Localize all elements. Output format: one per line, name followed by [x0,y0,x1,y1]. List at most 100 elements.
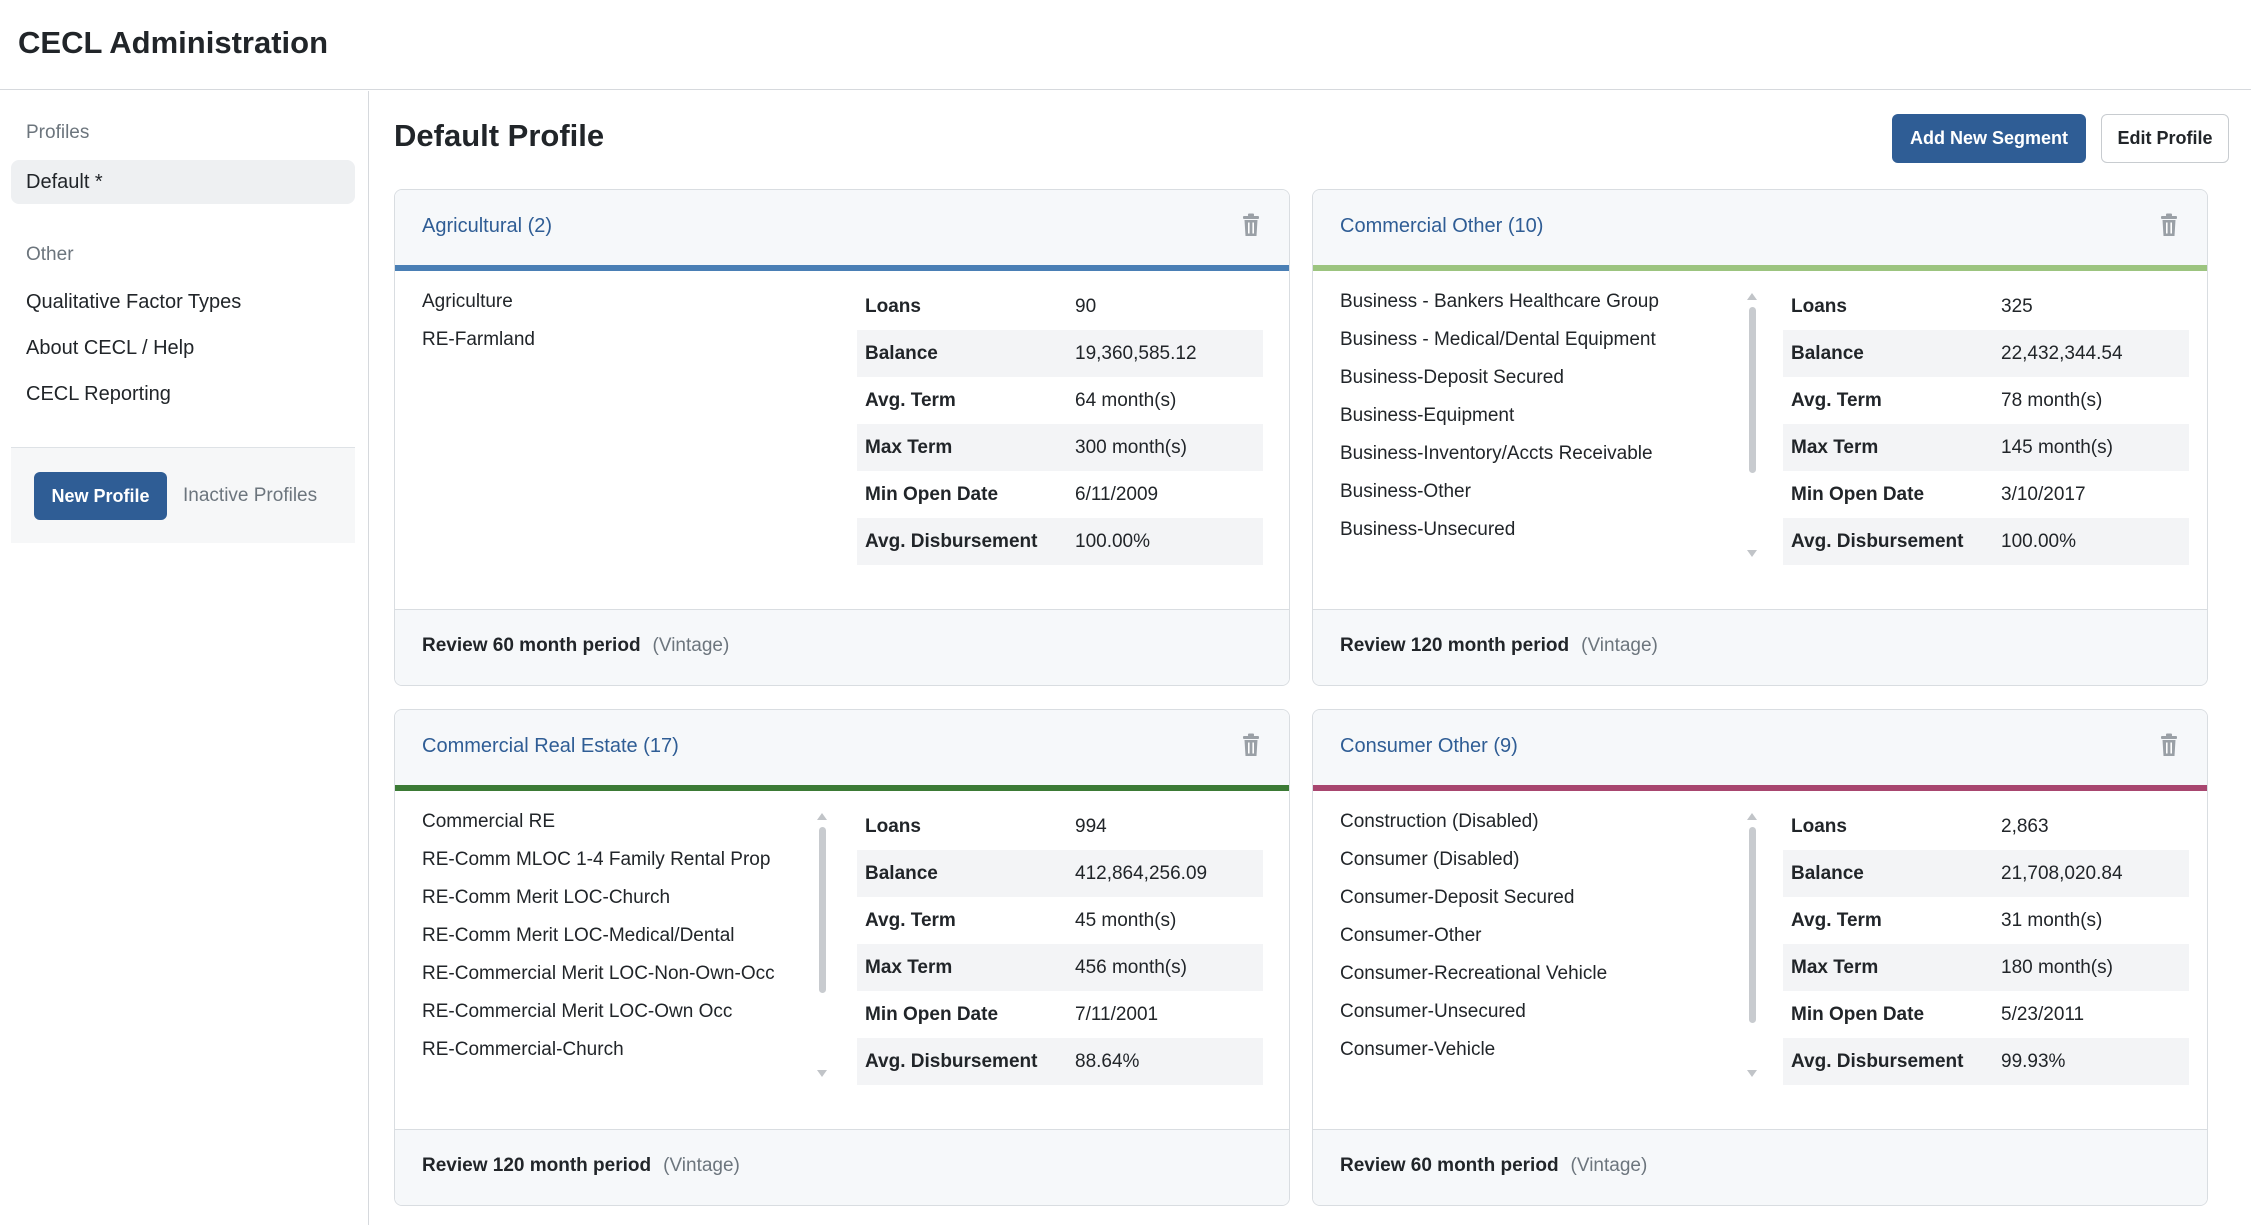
scroll-up-arrow-icon[interactable] [817,813,827,820]
card-footer: Review 60 month period (Vintage) [1313,1129,2207,1205]
stat-row-avg-term: Avg. Term 45 month(s) [857,897,1263,944]
scroll-down-arrow-icon[interactable] [1747,550,1757,557]
card-body: Business - Bankers Healthcare Group Busin… [1313,271,2207,599]
new-profile-button[interactable]: New Profile [34,472,167,520]
stat-row-avg-term: Avg. Term 78 month(s) [1783,377,2189,424]
stat-value: 2,863 [2001,816,2049,837]
stat-value: 180 month(s) [2001,957,2113,978]
segment-stats: Loans 2,863 Balance 21,708,020.84 Avg. Term 3… [1783,803,2189,1085]
sidebar: Profiles Default * Other Qualitative Fac… [0,91,369,1225]
segment-card-commercial-real-estate: Commercial Real Estate (17) Commercial RE… [394,709,1290,1206]
list-item: RE-Commercial Merit LOC-Non-Own-Occ [422,963,775,984]
stat-row-avg-disbursement: Avg. Disbursement 100.00% [857,518,1263,565]
card-header: Consumer Other (9) [1313,710,2207,791]
stat-label: Avg. Disbursement [1791,1051,1964,1072]
stat-label: Max Term [865,437,953,458]
stat-label: Balance [1791,863,1864,884]
review-method: (Vintage) [652,635,730,656]
stat-value: 456 month(s) [1075,957,1187,978]
trash-icon[interactable] [2159,733,2179,757]
list-scrollbar[interactable] [1747,813,1759,1077]
scroll-thumb[interactable] [1749,307,1756,473]
list-item: Business-Other [1340,481,1471,502]
stat-row-min-open-date: Min Open Date 3/10/2017 [1783,471,2189,518]
scroll-thumb[interactable] [819,827,826,993]
trash-icon[interactable] [1241,733,1261,757]
sidebar-item-default-profile[interactable]: Default * [11,160,355,204]
stat-value: 412,864,256.09 [1075,863,1208,884]
edit-profile-button[interactable]: Edit Profile [2101,114,2229,163]
segment-title-link[interactable]: Consumer Other (9) [1340,735,1518,757]
stat-label: Avg. Disbursement [1791,531,1964,552]
stat-value: 31 month(s) [2001,910,2103,931]
list-item: Business-Deposit Secured [1340,367,1564,388]
sidebar-footer: New Profile Inactive Profiles [11,448,355,543]
stat-label: Loans [1791,296,1847,317]
card-header: Commercial Other (10) [1313,190,2207,271]
list-item: Business-Inventory/Accts Receivable [1340,443,1653,464]
list-scrollbar[interactable] [1747,293,1759,557]
stat-row-balance: Balance 21,708,020.84 [1783,850,2189,897]
review-period-text: Review 120 month period [1340,635,1570,656]
list-scrollbar[interactable] [817,813,829,1077]
stat-label: Avg. Term [865,910,956,931]
other-heading: Other [26,244,74,265]
stat-row-balance: Balance 19,360,585.12 [857,330,1263,377]
loan-type-list: Commercial RE RE-Comm MLOC 1-4 Family Ren… [422,807,812,1073]
stat-label: Min Open Date [865,484,999,505]
stat-value: 64 month(s) [1075,390,1177,411]
stat-label: Min Open Date [1791,484,1925,505]
card-body: Agriculture RE-Farmland Loans 90 Balance 19,3… [395,271,1289,599]
scroll-up-arrow-icon[interactable] [1747,813,1757,820]
profiles-heading: Profiles [26,122,90,143]
trash-icon[interactable] [1241,213,1261,237]
segment-title-link[interactable]: Commercial Real Estate (17) [422,735,679,757]
top-bar: CECL Administration [0,0,2251,90]
stat-value: 300 month(s) [1075,437,1187,458]
review-method: (Vintage) [1570,1155,1648,1176]
segment-title-link[interactable]: Agricultural (2) [422,215,553,237]
stat-row-min-open-date: Min Open Date 6/11/2009 [857,471,1263,518]
card-header: Agricultural (2) [395,190,1289,271]
stat-row-avg-disbursement: Avg. Disbursement 100.00% [1783,518,2189,565]
sidebar-item-cecl-reporting[interactable]: CECL Reporting [26,383,171,405]
stat-row-max-term: Max Term 145 month(s) [1783,424,2189,471]
stat-label: Avg. Term [1791,910,1882,931]
card-header: Commercial Real Estate (17) [395,710,1289,791]
stat-value: 6/11/2009 [1075,484,1159,505]
stat-value: 99.93% [2001,1051,2066,1072]
list-item: Consumer-Deposit Secured [1340,887,1575,908]
page-title: Default Profile [394,118,605,153]
segment-title-link[interactable]: Commercial Other (10) [1340,215,1544,237]
list-item: RE-Comm MLOC 1-4 Family Rental Prop [422,849,771,870]
scroll-down-arrow-icon[interactable] [817,1070,827,1077]
inactive-profiles-link[interactable]: Inactive Profiles [183,485,318,506]
stat-row-max-term: Max Term 456 month(s) [857,944,1263,991]
list-item: RE-Commercial-Church [422,1039,624,1060]
stat-label: Balance [865,863,938,884]
scroll-thumb[interactable] [1749,827,1756,1023]
stat-label: Loans [865,816,921,837]
stat-value: 994 [1075,816,1107,837]
add-new-segment-button[interactable]: Add New Segment [1892,114,2086,163]
stat-label: Min Open Date [1791,1004,1925,1025]
list-item: RE-Comm Merit LOC-Church [422,887,671,908]
list-item: Consumer-Other [1340,925,1482,946]
stat-value: 90 [1075,296,1097,317]
segment-card-agricultural: Agricultural (2) Agriculture RE-Farmland Lo… [394,189,1290,686]
stat-row-loans: Loans 90 [857,283,1263,330]
sidebar-item-about-cecl-help[interactable]: About CECL / Help [26,337,195,359]
trash-icon[interactable] [2159,213,2179,237]
stat-row-loans: Loans 994 [857,803,1263,850]
scroll-up-arrow-icon[interactable] [1747,293,1757,300]
app-title: CECL Administration [18,25,329,60]
list-item: Commercial RE [422,811,556,832]
review-period-text: Review 60 month period [1340,1155,1559,1176]
stat-value: 45 month(s) [1075,910,1177,931]
list-item: Construction (Disabled) [1340,811,1539,832]
list-item: RE-Farmland [422,329,535,350]
sidebar-item-qualitative-factor-types[interactable]: Qualitative Factor Types [26,291,242,313]
loan-type-list: Agriculture RE-Farmland [422,287,812,363]
stat-row-balance: Balance 412,864,256.09 [857,850,1263,897]
scroll-down-arrow-icon[interactable] [1747,1070,1757,1077]
